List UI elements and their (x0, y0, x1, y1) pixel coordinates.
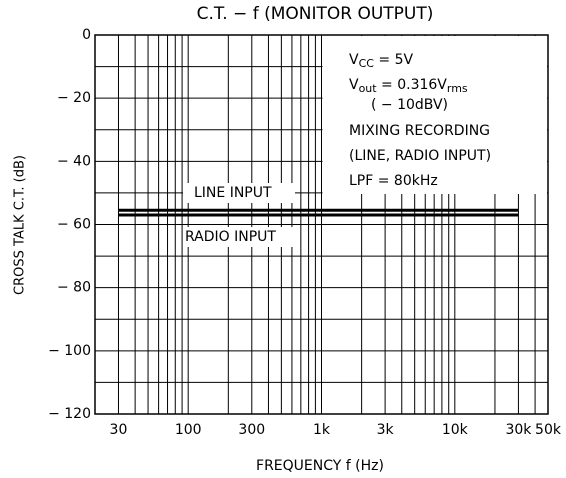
annotation: Vout = 0.316Vrms (349, 77, 468, 95)
annotation-run: = 5V (374, 52, 414, 68)
x-tick-label: 30 (110, 422, 128, 438)
series-label: RADIO INPUT (185, 229, 276, 245)
x-tick-label: 30k (505, 422, 532, 438)
y-axis-label: CROSS TALK C.T. (dB) (13, 155, 28, 295)
annotation: ( − 10dBV) (371, 97, 448, 113)
annotation-run: rms (447, 82, 468, 95)
annotation-run: = 0.316V (377, 77, 448, 93)
x-axis-label: FREQUENCY f (Hz) (256, 458, 384, 474)
annotation-run: V (349, 52, 359, 68)
annotation: (LINE, RADIO INPUT) (349, 148, 491, 164)
annotation-run: out (359, 82, 378, 95)
x-tick-label: 3k (377, 422, 395, 438)
x-tick-label: 300 (238, 422, 265, 438)
annotation-run: V (349, 77, 359, 93)
annotation-run: LPF = 80kHz (349, 173, 438, 189)
x-tick-label: 10k (442, 422, 469, 438)
annotation: VCC = 5V (349, 52, 413, 70)
annotation-run: (LINE, RADIO INPUT) (349, 148, 491, 164)
annotation-run: MIXING RECORDING (349, 123, 490, 139)
annotation: MIXING RECORDING (349, 123, 490, 139)
y-tick-label: 0 (82, 27, 91, 43)
annotation-box (322, 36, 547, 194)
y-tick-label: − 60 (57, 217, 91, 233)
y-tick-label: − 40 (57, 153, 91, 169)
x-tick-label: 100 (175, 422, 202, 438)
y-tick-label: − 100 (48, 343, 91, 359)
annotation: LPF = 80kHz (349, 173, 438, 189)
x-tick-label: 1k (313, 422, 331, 438)
y-tick-label: − 80 (57, 280, 91, 296)
chart-title: C.T. − f (MONITOR OUTPUT) (197, 4, 434, 24)
series-label-bg (183, 227, 295, 247)
plot-frame (94, 34, 549, 415)
y-tick-label: − 20 (57, 90, 91, 106)
series-label-bg (183, 183, 295, 203)
annotation-run: ( − 10dBV) (371, 97, 448, 113)
y-tick-label: − 120 (48, 406, 91, 422)
series-label: LINE INPUT (194, 185, 272, 201)
annotation-run: CC (359, 57, 375, 70)
x-tick-label: 50k (535, 422, 562, 438)
